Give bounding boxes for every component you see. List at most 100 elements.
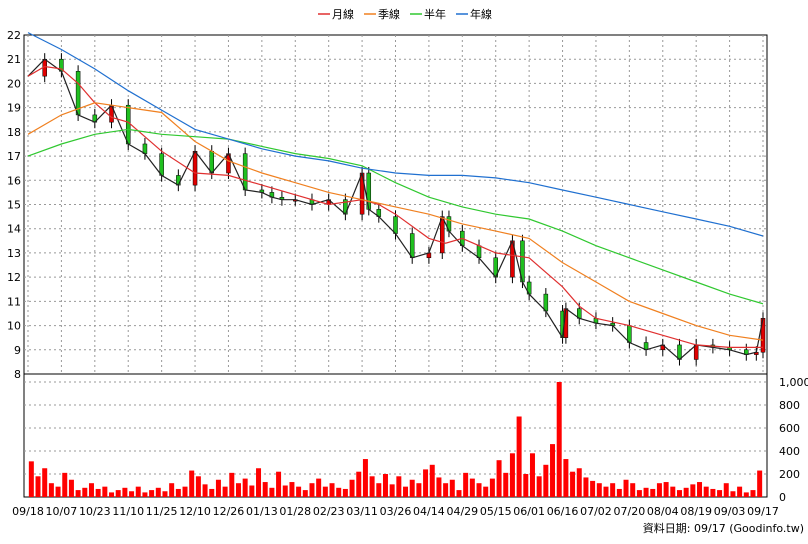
volume-bar	[62, 472, 68, 497]
volume-bar	[302, 490, 308, 497]
volume-bar	[396, 476, 402, 497]
price-tick-label: 12	[7, 271, 21, 284]
date-tick-label: 04/14	[413, 505, 445, 518]
volume-tick-label: 0	[779, 491, 786, 504]
volume-tick-label: 800	[779, 399, 800, 412]
date-tick-label: 09/17	[747, 505, 779, 518]
volume-bar	[476, 483, 482, 497]
volume-bar	[42, 468, 48, 497]
volume-bar	[109, 492, 115, 497]
date-tick-label: 11/25	[146, 505, 178, 518]
candle-up	[693, 344, 699, 360]
ma-line	[27, 128, 764, 305]
volume-bar	[723, 483, 729, 497]
volume-bar	[35, 476, 41, 497]
volume-bar	[523, 474, 529, 497]
candle-down	[409, 233, 415, 259]
volume-bar	[129, 491, 135, 497]
volume-bar	[489, 478, 495, 497]
candle-down	[393, 216, 398, 234]
candle-down	[209, 150, 214, 174]
volume-bar	[296, 486, 302, 497]
volume-bar	[416, 483, 422, 497]
volume-bar	[630, 483, 636, 497]
volume-bar	[149, 490, 155, 497]
price-tick-label: 20	[7, 77, 21, 90]
volume-bar	[75, 490, 81, 497]
chart-legend: 月線 季線 半年 年線	[318, 7, 492, 21]
volume-bar	[529, 453, 535, 497]
date-tick-label: 10/23	[79, 505, 111, 518]
volume-bar	[162, 491, 168, 497]
volume-bar	[282, 485, 288, 497]
volume-bars	[28, 382, 763, 497]
volume-bar	[342, 488, 348, 497]
volume-bar	[730, 491, 736, 497]
date-tick-label: 12/26	[213, 505, 245, 518]
volume-panel: 0 200 400 600 800 1,000	[23, 373, 808, 504]
ma-line	[27, 32, 764, 237]
date-tick-label: 09/03	[714, 505, 746, 518]
legend-label: 半年	[424, 7, 446, 21]
volume-bar	[710, 488, 716, 497]
volume-bar	[683, 487, 689, 497]
volume-bar	[697, 482, 703, 497]
volume-bar	[102, 486, 108, 497]
volume-bar	[563, 459, 569, 497]
date-axis-ticks: 09/18 10/07 10/23 11/10 11/25 12/10 12/26 01/13…	[12, 505, 779, 518]
volume-tick-label: 200	[779, 468, 800, 481]
date-tick-label: 01/28	[279, 505, 311, 518]
volume-tick-label: 400	[779, 445, 800, 458]
volume-bar	[456, 490, 462, 497]
volume-bar	[369, 476, 375, 497]
volume-bar	[576, 468, 582, 497]
volume-bar	[322, 486, 328, 497]
volume-bar	[142, 492, 148, 497]
volume-bar	[316, 478, 322, 497]
volume-gridlines	[24, 381, 767, 475]
volume-bar	[690, 484, 696, 497]
candle-up	[192, 150, 198, 186]
legend-item: 年線	[456, 7, 492, 21]
date-tick-label: 05/15	[480, 505, 512, 518]
volume-bar	[336, 487, 342, 497]
legend-label: 月線	[332, 7, 354, 21]
date-tick-label: 07/02	[580, 505, 612, 518]
volume-bar	[175, 488, 181, 497]
volume-bar	[570, 471, 576, 497]
volume-bar	[182, 486, 188, 497]
volume-bar	[616, 488, 622, 497]
date-tick-label: 12/10	[179, 505, 211, 518]
volume-tick-label: 1,000	[779, 376, 808, 389]
volume-bar	[382, 474, 388, 497]
volume-bar	[362, 459, 368, 497]
candle-down	[159, 153, 164, 176]
candle-down	[627, 325, 632, 343]
price-panel: 8 9 10 11 12 13 14 15 16 17 18 19 20 21 22	[7, 29, 768, 497]
volume-bar	[516, 416, 522, 497]
price-tick-label: 19	[7, 102, 21, 115]
date-tick-label: 03/11	[346, 505, 378, 518]
date-tick-label: 06/16	[547, 505, 579, 518]
date-tick-label: 06/01	[513, 505, 545, 518]
volume-bar	[403, 486, 409, 497]
volume-bar	[536, 476, 542, 497]
volume-bar	[95, 488, 101, 497]
legend-label: 季線	[378, 7, 400, 21]
candle-down	[476, 245, 482, 259]
ma-line	[27, 102, 764, 341]
volume-bar	[429, 464, 435, 497]
volume-bar	[443, 483, 449, 497]
volume-bar	[743, 492, 749, 497]
volume-bar	[189, 470, 195, 497]
volume-bar	[449, 479, 455, 497]
volume-bar	[376, 483, 382, 497]
price-tick-label: 22	[7, 29, 21, 42]
volume-bar	[269, 487, 275, 497]
volume-bar	[82, 487, 88, 497]
volume-bar	[256, 468, 262, 497]
volume-bar	[503, 472, 509, 497]
volume-bar	[169, 483, 175, 497]
volume-bar	[656, 483, 662, 497]
